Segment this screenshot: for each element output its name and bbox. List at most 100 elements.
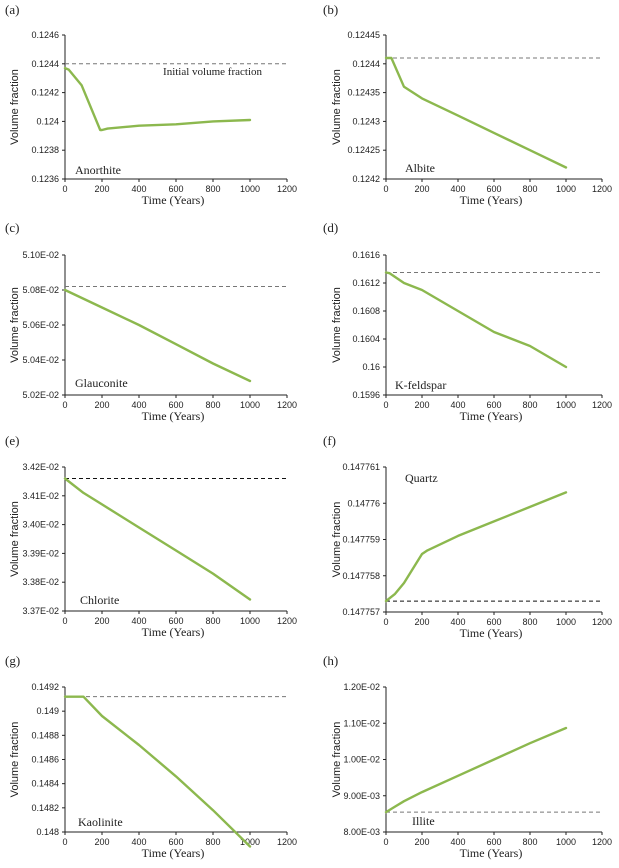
x-tick-label: 1200: [277, 616, 297, 626]
y-tick-label: 3.37E-02: [22, 606, 59, 616]
x-tick-label: 1000: [240, 837, 260, 847]
x-tick-label: 0: [383, 617, 388, 627]
x-tick-label: 0: [62, 837, 67, 847]
y-tick-label: 0.1612: [352, 278, 380, 288]
y-tick-label: 0.1604: [352, 334, 380, 344]
x-tick-label: 0: [383, 837, 388, 847]
y-tick-label: 1.10E-02: [343, 718, 380, 728]
x-tick-label: 1000: [240, 400, 260, 410]
y-tick-label: 0.14776: [347, 498, 380, 508]
chart-panel: (a) 0 200 400 600 800 1000 1200 0.1236 0.1238 0.12…: [5, 2, 297, 207]
mineral-label: Albite: [405, 161, 435, 175]
series-line: [63, 288, 252, 383]
x-tick-label: 400: [131, 837, 146, 847]
x-axis-title: Time (Years): [142, 846, 205, 860]
y-tick-label: 3.39E-02: [22, 548, 59, 558]
chart-panel: (d) 0 200 400 600 800 1000 1200 0.1596 0.16 0.1604…: [323, 220, 612, 423]
y-axis-title: Volume fraction: [331, 287, 343, 363]
x-tick-label: 400: [450, 184, 465, 194]
x-tick-label: 0: [383, 184, 388, 194]
panel-letter: (f): [323, 433, 336, 448]
x-tick-label: 1200: [277, 400, 297, 410]
y-axis-title: Volume fraction: [331, 502, 343, 578]
panel-letter: (c): [5, 220, 19, 235]
x-tick-label: 600: [486, 837, 501, 847]
x-tick-label: 1000: [556, 400, 576, 410]
y-tick-label: 9.00E-03: [343, 791, 380, 801]
y-tick-label: 0.147758: [342, 571, 380, 581]
x-axis-title: Time (Years): [142, 409, 205, 423]
chart-panel: (b) 0 200 400 600 800 1000 1200 0.1242 0.12425 0.1…: [323, 2, 612, 207]
panel-letter: (g): [5, 653, 20, 668]
mineral-label: Illite: [412, 814, 435, 828]
y-axis-title: Volume fraction: [331, 722, 343, 798]
y-tick-label: 0.12445: [347, 30, 380, 40]
series-line: [384, 726, 568, 814]
x-tick-label: 0: [62, 184, 67, 194]
y-tick-label: 5.02E-02: [22, 390, 59, 400]
x-tick-label: 400: [450, 400, 465, 410]
series-line: [63, 477, 252, 601]
x-tick-label: 800: [205, 837, 220, 847]
mineral-label: Quartz: [405, 471, 438, 485]
y-tick-label: 0.1484: [31, 779, 59, 789]
x-tick-label: 1000: [556, 184, 576, 194]
x-tick-label: 1000: [556, 837, 576, 847]
x-tick-label: 600: [168, 400, 183, 410]
x-tick-label: 200: [414, 617, 429, 627]
series-line: [63, 66, 252, 132]
x-tick-label: 600: [486, 617, 501, 627]
y-tick-label: 3.41E-02: [22, 491, 59, 501]
y-tick-label: 0.1482: [31, 803, 59, 813]
x-tick-label: 400: [131, 616, 146, 626]
y-tick-label: 8.00E-03: [343, 827, 380, 837]
x-tick-label: 200: [414, 400, 429, 410]
x-tick-label: 0: [62, 400, 67, 410]
y-tick-label: 0.1236: [31, 174, 59, 184]
panel-letter: (d): [323, 220, 338, 235]
x-tick-label: 800: [522, 617, 537, 627]
x-tick-label: 400: [450, 837, 465, 847]
x-tick-label: 800: [205, 184, 220, 194]
series-line: [63, 695, 252, 848]
x-tick-label: 800: [205, 400, 220, 410]
y-tick-label: 3.38E-02: [22, 577, 59, 587]
panel-letter: (e): [5, 433, 19, 448]
x-tick-label: 400: [131, 400, 146, 410]
y-tick-label: 5.04E-02: [22, 355, 59, 365]
x-tick-label: 1000: [240, 184, 260, 194]
y-tick-label: 0.1488: [31, 730, 59, 740]
y-tick-label: 1.20E-02: [343, 682, 380, 692]
x-tick-label: 200: [94, 184, 109, 194]
y-axis-title: Volume fraction: [331, 69, 343, 145]
x-tick-label: 800: [205, 616, 220, 626]
x-axis-title: Time (Years): [460, 846, 523, 860]
x-tick-label: 600: [168, 616, 183, 626]
y-tick-label: 0.1616: [352, 250, 380, 260]
y-tick-label: 5.08E-02: [22, 285, 59, 295]
x-tick-label: 200: [414, 184, 429, 194]
series-line: [384, 491, 568, 603]
panel-letter: (b): [323, 2, 338, 17]
mineral-label: Anorthite: [75, 163, 121, 177]
y-tick-label: 0.147759: [342, 535, 380, 545]
y-tick-label: 0.12435: [347, 88, 380, 98]
y-tick-label: 0.149: [36, 706, 59, 716]
x-axis-title: Time (Years): [142, 625, 205, 639]
y-tick-label: 3.42E-02: [22, 462, 59, 472]
y-tick-label: 1.00E-02: [343, 755, 380, 765]
mineral-label: Glauconite: [75, 376, 128, 390]
y-tick-label: 0.1238: [31, 145, 59, 155]
x-tick-label: 600: [168, 184, 183, 194]
y-tick-label: 0.1242: [352, 174, 380, 184]
x-tick-label: 800: [522, 837, 537, 847]
chart-panel: (e) 0 200 400 600 800 1000 1200 3.37E-02 3.38E-02…: [5, 433, 297, 639]
x-tick-label: 0: [62, 616, 67, 626]
x-tick-label: 1000: [240, 616, 260, 626]
y-tick-label: 0.16: [362, 362, 380, 372]
y-tick-label: 5.10E-02: [22, 250, 59, 260]
x-tick-label: 0: [383, 400, 388, 410]
x-tick-label: 800: [522, 184, 537, 194]
y-tick-label: 0.1486: [31, 755, 59, 765]
